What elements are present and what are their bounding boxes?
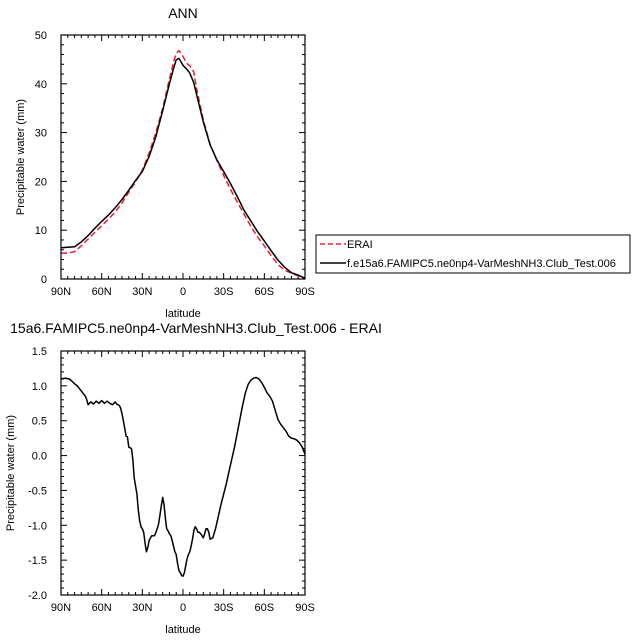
x-tick-label: 90S [295,602,315,614]
x-tick-label: 30N [132,602,152,614]
y-tick-label: 0.0 [32,451,47,463]
x-tick-label: 0 [180,602,186,614]
legend-label-erai: ERAI [347,239,373,251]
x-axis-label: latitude [165,624,200,636]
x-tick-label: 60S [255,602,275,614]
y-tick-label: 50 [35,30,47,42]
chart-ann: ANN Precipitable water (mm) latitude 90N… [15,5,315,320]
x-tick-label: 90N [51,286,71,298]
y-tick-label: -1.0 [28,520,47,532]
series-line-difference [60,376,306,577]
axis-ticks: 90N 60N 30N 0 30S 60S 90S -2.0 -1.5 -1.0 -0.5 0.0 0.… [28,346,315,614]
plot-lines [60,49,306,280]
legend-box [315,234,631,274]
y-tick-label: 0 [41,274,47,286]
chart-title: 15a6.FAMIPC5.ne0np4-VarMeshNH3.Club_Test… [10,320,382,336]
y-tick-label: 1.0 [32,381,47,393]
legend-label-model: f.e15a6.FAMIPC5.ne0np4-VarMeshNH3.Club_T… [347,258,616,270]
y-tick-label: 30 [35,128,47,140]
series-line-model [60,57,306,279]
y-tick-label: 40 [35,79,47,91]
y-tick-label: -1.5 [28,555,47,567]
y-axis-label: Precipitable water (mm) [15,99,27,215]
series-line-erai [61,49,306,280]
y-tick-label: -2.0 [28,590,47,602]
x-tick-label: 30S [214,286,234,298]
y-tick-label: -0.5 [28,485,47,497]
chart-title: ANN [168,5,198,21]
axis-ticks: 90N 60N 30N 0 30S 60S 90S 0 10 20 30 40 50 [35,30,315,298]
y-tick-label: 0.5 [32,416,47,428]
y-tick-label: 20 [35,176,47,188]
x-tick-label: 60S [255,286,275,298]
legend: ERAI f.e15a6.FAMIPC5.ne0np4-VarMeshNH3.C… [315,234,631,274]
plot-frame [60,350,306,596]
plot-lines [60,376,306,577]
y-axis-label: Precipitable water (mm) [5,415,17,531]
x-tick-label: 90N [51,602,71,614]
x-tick-label: 60N [92,286,112,298]
x-axis-label: latitude [165,308,200,320]
y-tick-label: 10 [35,225,47,237]
x-tick-label: 0 [180,286,186,298]
x-tick-label: 90S [295,286,315,298]
x-tick-label: 30S [214,602,234,614]
chart-difference: 15a6.FAMIPC5.ne0np4-VarMeshNH3.Club_Test… [5,320,382,636]
y-tick-label: 1.5 [32,346,47,358]
plot-frame [60,34,306,280]
x-tick-label: 60N [92,602,112,614]
x-tick-label: 30N [132,286,152,298]
